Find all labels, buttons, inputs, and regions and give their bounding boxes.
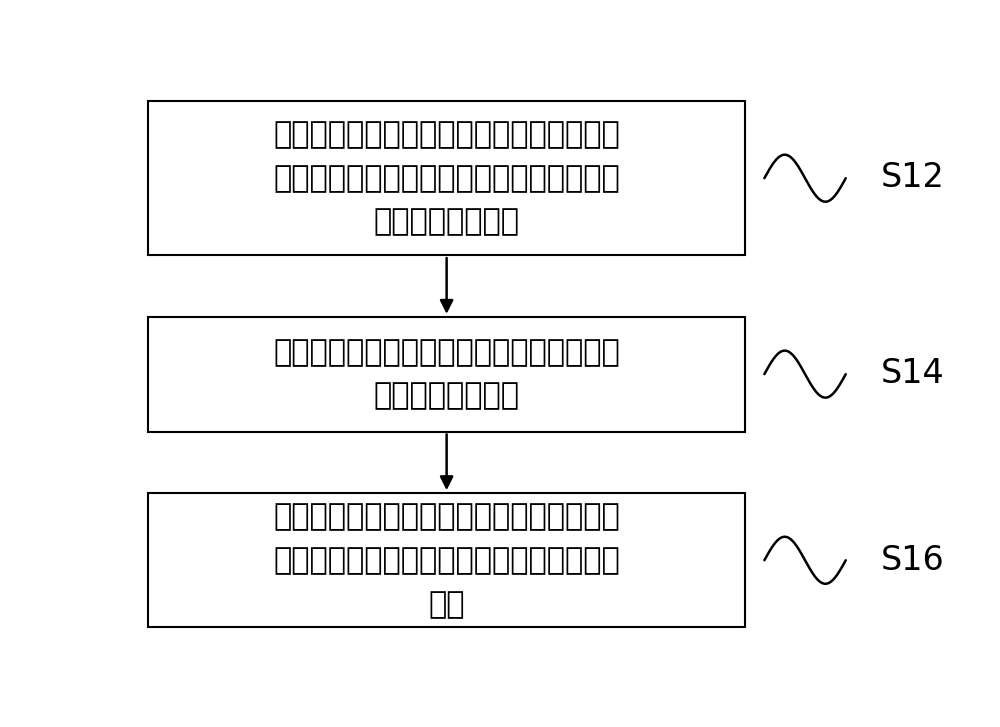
Text: 根据风机当前的目标转速和初始转速，确定
安装在空调的送风管道中的过滤网是否发生
脏堵: 根据风机当前的目标转速和初始转速，确定 安装在空调的送风管道中的过滤网是否发生 … (273, 502, 620, 619)
Text: S12: S12 (881, 161, 944, 194)
FancyBboxPatch shape (148, 101, 745, 255)
Text: S16: S16 (881, 544, 944, 577)
FancyBboxPatch shape (148, 317, 745, 432)
Text: 在控制空调的风机按照默认初始转速运行之
后，获取风机当前按照预设的恒定风量稳定
工作时的目标转速: 在控制空调的风机按照默认初始转速运行之 后，获取风机当前按照预设的恒定风量稳定 … (273, 120, 620, 237)
Text: 获取空调的风机在首次按照预设的恒定风量
运行时的初始转速: 获取空调的风机在首次按照预设的恒定风量 运行时的初始转速 (273, 337, 620, 411)
FancyBboxPatch shape (148, 493, 745, 627)
Text: S14: S14 (881, 358, 944, 390)
